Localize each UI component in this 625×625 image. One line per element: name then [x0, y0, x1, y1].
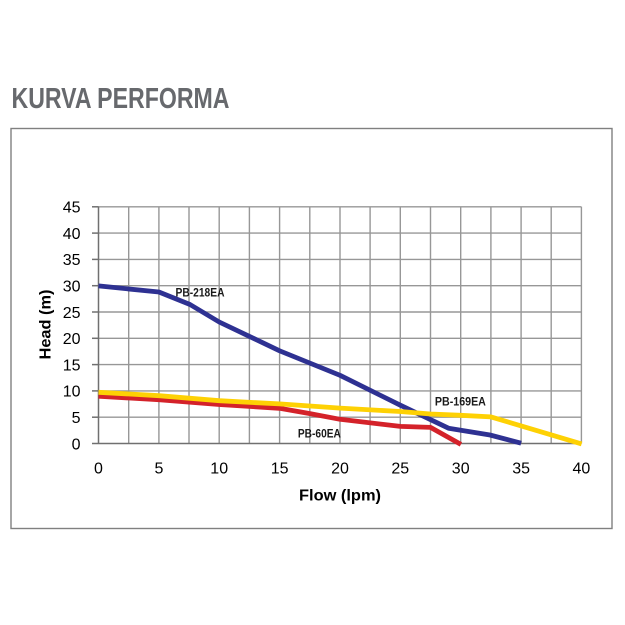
svg-text:40: 40	[63, 226, 81, 243]
svg-text:15: 15	[271, 461, 289, 478]
svg-text:10: 10	[210, 461, 228, 478]
svg-text:40: 40	[573, 461, 591, 478]
svg-text:45: 45	[63, 200, 81, 217]
svg-text:0: 0	[94, 461, 103, 478]
svg-text:PB-169EA: PB-169EA	[435, 397, 486, 409]
svg-text:35: 35	[512, 461, 530, 478]
svg-text:PB-60EA: PB-60EA	[298, 428, 341, 440]
svg-text:30: 30	[452, 461, 470, 478]
svg-text:KURVA PERFORMA: KURVA PERFORMA	[12, 83, 230, 115]
svg-text:10: 10	[63, 384, 81, 401]
svg-text:20: 20	[331, 461, 349, 478]
svg-text:0: 0	[72, 436, 81, 453]
svg-text:Head (m): Head (m)	[38, 290, 55, 360]
svg-text:15: 15	[63, 357, 81, 374]
svg-text:30: 30	[63, 279, 81, 296]
svg-text:20: 20	[63, 331, 81, 348]
svg-text:25: 25	[63, 305, 81, 322]
svg-text:35: 35	[63, 252, 81, 269]
svg-text:Flow (lpm): Flow (lpm)	[299, 487, 381, 504]
svg-text:5: 5	[154, 461, 163, 478]
svg-text:25: 25	[391, 461, 409, 478]
svg-text:PB-218EA: PB-218EA	[176, 288, 225, 300]
svg-text:5: 5	[72, 410, 81, 427]
